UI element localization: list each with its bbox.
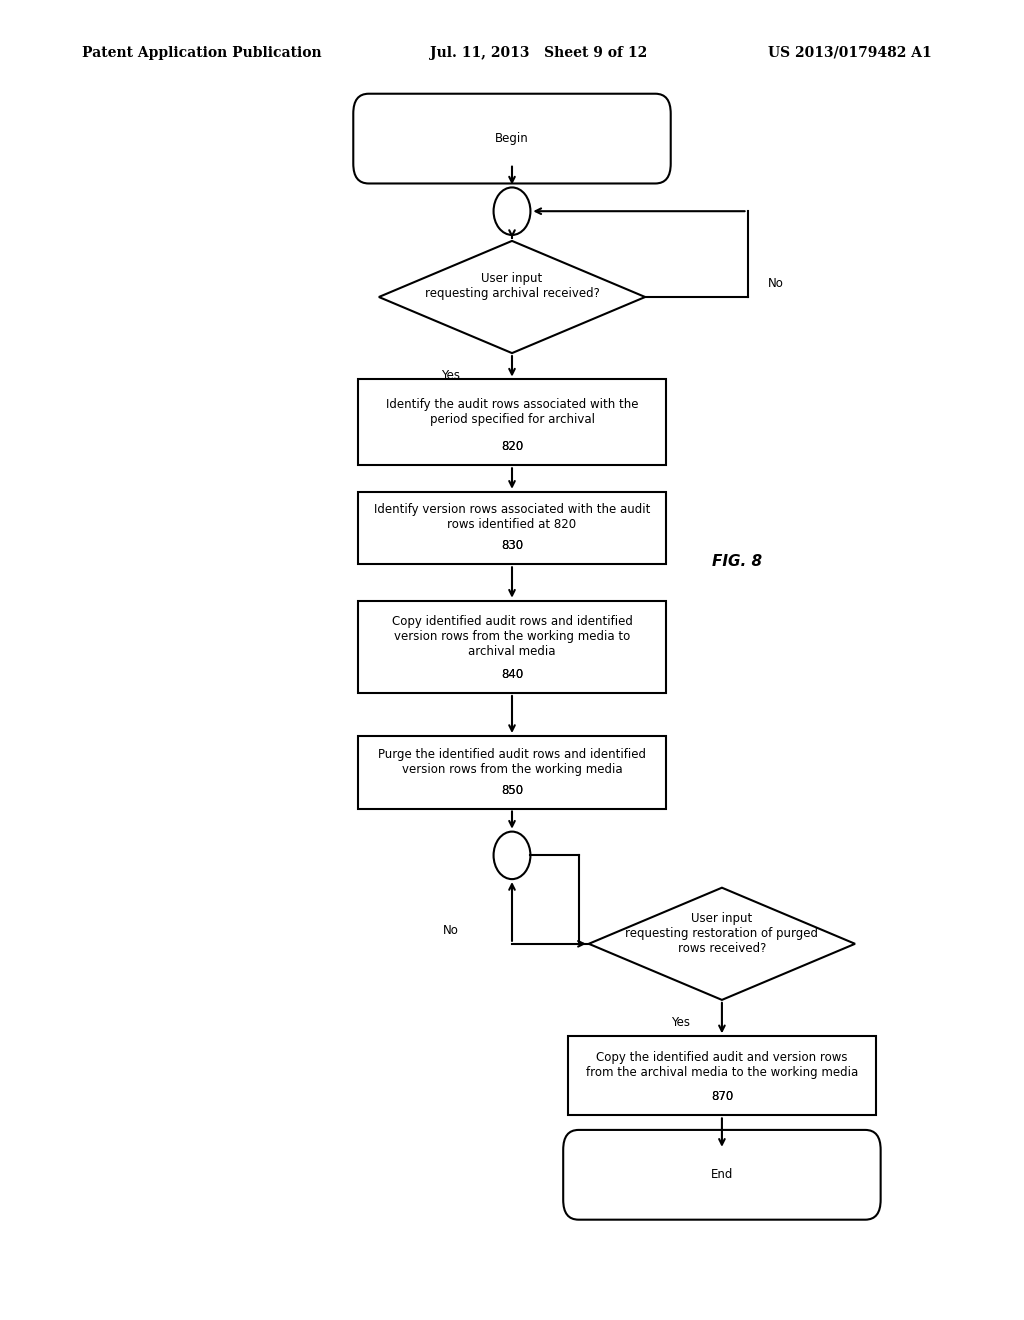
Text: No: No	[442, 924, 459, 937]
Text: Copy the identified audit and version rows
from the archival media to the workin: Copy the identified audit and version ro…	[586, 1051, 858, 1080]
Text: 870: 870	[711, 1090, 733, 1104]
Text: US 2013/0179482 A1: US 2013/0179482 A1	[768, 46, 932, 59]
Text: Patent Application Publication: Patent Application Publication	[82, 46, 322, 59]
Bar	[358, 491, 666, 565]
Text: 850: 850	[501, 784, 523, 796]
Text: User input
requesting archival received?: User input requesting archival received?	[425, 272, 599, 301]
Text: Identify version rows associated with the audit
rows identified at 820: Identify version rows associated with th…	[374, 503, 650, 532]
FancyBboxPatch shape	[353, 94, 671, 183]
Text: FIG. 8: FIG. 8	[713, 553, 762, 569]
Text: 840: 840	[501, 668, 523, 681]
Text: 820: 820	[501, 441, 523, 453]
Polygon shape	[589, 888, 855, 1001]
Text: 820: 820	[501, 441, 523, 453]
Text: Jul. 11, 2013   Sheet 9 of 12: Jul. 11, 2013 Sheet 9 of 12	[430, 46, 647, 59]
Text: Identify the audit rows associated with the
period specified for archival: Identify the audit rows associated with …	[386, 397, 638, 426]
Bar	[358, 737, 666, 808]
FancyBboxPatch shape	[563, 1130, 881, 1220]
Text: User input
requesting restoration of purged
rows received?: User input requesting restoration of pur…	[626, 912, 818, 954]
Text: 840: 840	[501, 668, 523, 681]
Text: 870: 870	[711, 1090, 733, 1104]
Bar	[358, 601, 666, 693]
Text: 830: 830	[501, 540, 523, 552]
Text: 830: 830	[501, 540, 523, 552]
Circle shape	[494, 187, 530, 235]
Text: Yes: Yes	[441, 368, 460, 381]
Text: 850: 850	[501, 784, 523, 796]
Circle shape	[494, 832, 530, 879]
Text: No: No	[768, 277, 784, 290]
Text: Yes: Yes	[672, 1016, 690, 1028]
Text: End: End	[711, 1168, 733, 1181]
Polygon shape	[379, 242, 645, 352]
Bar	[568, 1036, 876, 1115]
Text: Begin: Begin	[496, 132, 528, 145]
Text: Copy identified audit rows and identified
version rows from the working media to: Copy identified audit rows and identifie…	[391, 615, 633, 657]
Bar	[358, 379, 666, 465]
Text: Purge the identified audit rows and identified
version rows from the working med: Purge the identified audit rows and iden…	[378, 747, 646, 776]
